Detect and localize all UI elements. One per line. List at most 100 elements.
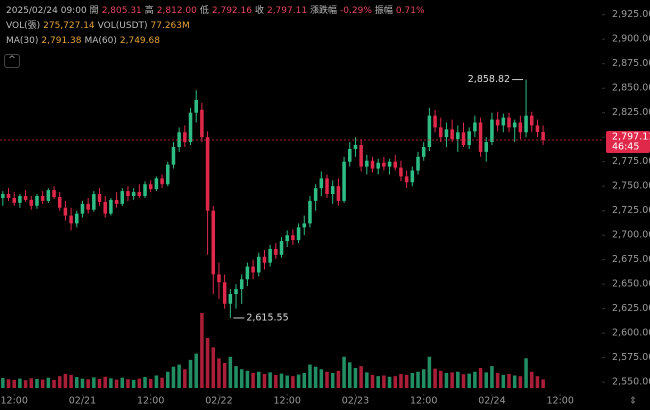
candle-body	[376, 162, 380, 169]
volume-bar	[171, 366, 176, 388]
candle-body	[319, 178, 324, 189]
countdown: 46:45	[612, 142, 639, 153]
candle-body	[234, 289, 238, 294]
volume-bar	[143, 377, 147, 388]
candle-body	[484, 142, 489, 152]
volume-bar	[541, 379, 545, 388]
y-tick-label: 2,875.00	[612, 58, 650, 69]
candle-body	[308, 200, 312, 224]
volume-bar	[69, 374, 73, 388]
volume-bar	[490, 366, 494, 388]
y-tick-label: 2,925.00	[612, 9, 650, 20]
candle-body	[12, 197, 16, 203]
x-tick-label: 02/22	[205, 396, 232, 407]
candle-body	[438, 127, 443, 138]
candle-body	[285, 235, 289, 242]
volume-bar	[274, 374, 278, 388]
volume-bar	[23, 380, 28, 388]
volume-bar	[205, 338, 210, 388]
candle-body	[63, 207, 68, 216]
volume-bar	[393, 376, 398, 388]
readout-value: 2,749.68	[119, 36, 160, 46]
volume-bar	[342, 356, 346, 388]
readout-name: VOL(張)	[6, 21, 41, 31]
volume-bar	[535, 376, 540, 388]
volume-bar	[239, 369, 244, 388]
volume-bar	[427, 356, 432, 388]
volume-bar	[365, 372, 369, 388]
x-tick-label: 12:00	[137, 396, 164, 407]
candle-body	[69, 215, 73, 224]
candle-body	[393, 161, 398, 168]
volume-bar	[262, 373, 267, 388]
volume-bar	[484, 372, 489, 388]
candle-body	[529, 115, 534, 126]
volume-bar	[63, 373, 68, 388]
y-tick-label: 2,550.00	[612, 377, 650, 388]
candle-body	[1, 194, 5, 198]
candle-body	[18, 196, 22, 203]
candle-body	[29, 199, 34, 206]
candle-body	[456, 132, 460, 140]
volume-bar	[131, 379, 136, 388]
candle-body	[490, 119, 494, 143]
x-tick-label: 02/24	[478, 396, 505, 407]
candle-body	[35, 196, 39, 206]
y-tick-label: 2,850.00	[612, 83, 650, 94]
candle-body	[177, 132, 181, 147]
x-tick-label: 02/23	[342, 396, 369, 407]
volume-bar	[444, 373, 449, 388]
volume-bar	[512, 375, 517, 388]
candle-body	[171, 147, 176, 165]
candle-body	[23, 196, 28, 200]
readout-name: 收	[254, 6, 264, 16]
collapse-button[interactable]: ^	[4, 54, 20, 68]
candle-body	[359, 145, 363, 167]
y-tick-label: 2,675.00	[612, 254, 650, 265]
candle-body	[444, 129, 449, 138]
y-tick-label: 2,900.00	[612, 34, 650, 45]
volume-bar	[177, 364, 181, 388]
volume-bar	[461, 374, 466, 388]
readout-value: 275,727.14	[43, 21, 95, 31]
volume-bar	[188, 359, 193, 388]
volume-bar	[245, 370, 250, 388]
candle-body	[114, 199, 119, 204]
readout-value: 2,797.11	[266, 6, 308, 16]
volume-bar	[410, 373, 415, 388]
candle-body	[200, 109, 204, 138]
volume-bar	[200, 313, 204, 388]
volume-bar	[478, 368, 483, 388]
volume-bar	[302, 373, 307, 388]
candle-body	[518, 122, 523, 133]
candle-body	[131, 192, 136, 196]
candle-body	[97, 194, 102, 202]
volume-bar	[234, 366, 238, 388]
candle-body	[188, 112, 193, 143]
volume-bar	[467, 373, 471, 388]
candle-body	[137, 192, 142, 196]
candle-body	[313, 188, 318, 201]
volume-bar	[6, 379, 11, 388]
volume-bar	[456, 371, 460, 388]
y-tick-label: 2,650.00	[612, 279, 650, 290]
volume-bar	[433, 368, 437, 388]
volume-bar	[40, 379, 45, 388]
volume-bar	[120, 377, 125, 388]
candle-body	[103, 201, 107, 214]
volume-bar	[228, 356, 233, 388]
candle-body	[205, 137, 210, 211]
candle-body	[433, 115, 437, 128]
readout-name: 開	[89, 6, 99, 16]
candle-body	[427, 115, 432, 147]
volume-bar	[313, 366, 318, 388]
candle-body	[194, 99, 198, 113]
candle-body	[166, 164, 170, 185]
scale-icon: ⇕	[629, 396, 637, 407]
candle-body	[257, 256, 261, 273]
x-tick-label: 12:00	[1, 396, 28, 407]
volume-bar	[495, 373, 500, 388]
candle-body	[211, 210, 216, 275]
candle-body	[421, 147, 426, 157]
